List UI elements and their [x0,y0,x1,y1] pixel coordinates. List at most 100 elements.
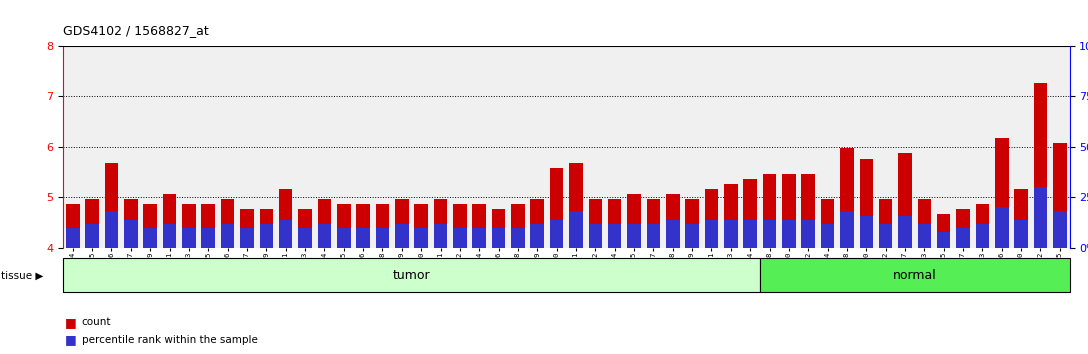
Bar [976,204,989,248]
Bar [840,148,854,248]
Bar [860,159,873,248]
Bar [956,209,969,248]
Bar [318,199,331,248]
Bar [472,228,486,248]
Bar [685,224,698,248]
Bar [917,199,931,248]
Bar [608,199,621,248]
Bar [298,228,312,248]
Bar [453,204,467,248]
Bar [415,228,428,248]
Bar [201,204,215,248]
Text: ■: ■ [65,316,77,329]
Bar [956,228,969,248]
Bar [763,219,777,248]
Bar [124,199,137,248]
Text: count: count [82,317,111,327]
Bar [608,224,621,248]
Bar [802,219,815,248]
Bar [492,209,505,248]
Bar [782,219,795,248]
Bar [860,216,873,248]
Bar [356,228,370,248]
Text: normal: normal [893,269,937,282]
Bar [1014,189,1028,248]
Bar [63,258,759,292]
Bar [182,228,196,248]
Bar [589,224,602,248]
Bar [395,199,409,248]
Bar [375,228,390,248]
Bar [337,204,350,248]
Bar [782,174,795,248]
Bar [163,224,176,248]
Bar [221,224,234,248]
Bar [666,219,680,248]
Bar [124,219,137,248]
Bar [628,224,641,248]
Bar [182,204,196,248]
Bar [759,258,1070,292]
Bar [279,189,293,248]
Bar [879,199,892,248]
Text: tissue ▶: tissue ▶ [1,270,44,280]
Bar [337,228,350,248]
Bar [66,204,79,248]
Bar [569,211,583,248]
Bar [1034,187,1048,248]
Text: tumor: tumor [393,269,430,282]
Bar [511,204,524,248]
Bar [646,224,660,248]
Bar [589,199,602,248]
Bar [375,204,390,248]
Bar [705,219,718,248]
Bar [201,228,215,248]
Bar [144,204,157,248]
Bar [743,219,757,248]
Bar [240,209,254,248]
Bar [434,224,447,248]
Bar [395,224,409,248]
Bar [976,224,989,248]
Bar [1014,219,1028,248]
Bar [549,219,564,248]
Bar [511,228,524,248]
Bar [685,199,698,248]
Bar [724,219,738,248]
Bar [434,199,447,248]
Bar [646,199,660,248]
Bar [85,224,99,248]
Bar [996,138,1009,248]
Bar [802,174,815,248]
Bar [937,232,951,248]
Bar [705,189,718,248]
Bar [163,194,176,248]
Bar [85,199,99,248]
Bar [144,228,157,248]
Bar [104,163,119,248]
Bar [240,228,254,248]
Bar [453,228,467,248]
Bar [628,194,641,248]
Bar [1034,83,1048,248]
Bar [820,199,834,248]
Bar [318,224,331,248]
Bar [221,199,234,248]
Bar [820,224,834,248]
Text: GDS4102 / 1568827_at: GDS4102 / 1568827_at [63,24,209,37]
Bar [472,204,486,248]
Bar [724,184,738,248]
Bar [356,204,370,248]
Bar [1053,143,1066,248]
Bar [549,168,564,248]
Bar [937,214,951,248]
Bar [917,224,931,248]
Bar [569,163,583,248]
Bar [415,204,428,248]
Bar [840,211,854,248]
Bar [763,174,777,248]
Bar [996,207,1009,248]
Bar [743,179,757,248]
Bar [260,224,273,248]
Bar [279,219,293,248]
